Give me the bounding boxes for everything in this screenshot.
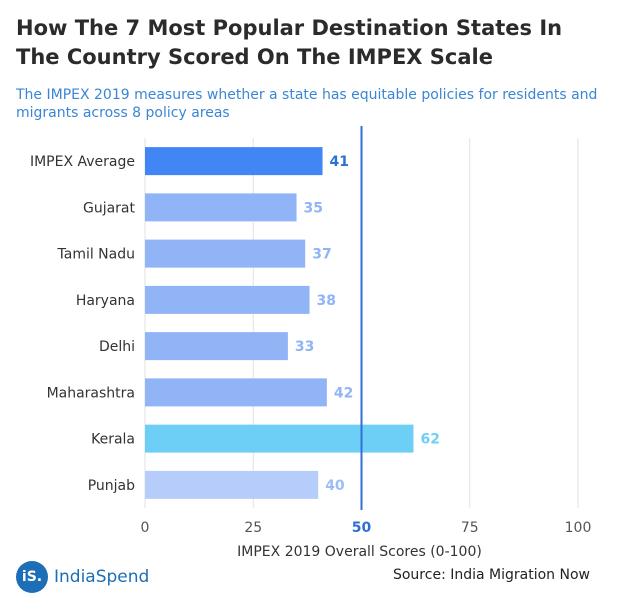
logo-mark-icon: iS.: [16, 561, 48, 593]
value-label: 40: [325, 478, 345, 494]
bar-kerala: [145, 424, 414, 453]
bar-maharashtra: [145, 378, 327, 407]
bar-punjab: [145, 470, 319, 499]
bar-tamil-nadu: [145, 239, 306, 268]
bar-gujarat: [145, 193, 297, 222]
x-tick-label: 25: [244, 520, 262, 536]
chart-subtitle: The IMPEX 2019 measures whether a state …: [16, 87, 598, 121]
x-tick-label: 50: [352, 520, 372, 536]
bar-haryana: [145, 285, 310, 314]
category-label: IMPEX Average: [30, 154, 135, 170]
x-tick-label: 0: [141, 520, 150, 536]
category-label: Delhi: [99, 339, 135, 355]
category-label: Gujarat: [83, 200, 136, 216]
value-label: 38: [317, 293, 336, 309]
x-axis-label: IMPEX 2019 Overall Scores (0-100): [237, 544, 482, 560]
x-tick-label: 100: [565, 520, 592, 536]
source-note: Source: India Migration Now: [392, 567, 590, 583]
logo-text: IndiaSpend: [54, 567, 150, 587]
bar-delhi: [145, 332, 288, 361]
value-label: 33: [295, 339, 314, 355]
bar-impex-average: [145, 147, 323, 176]
category-label: Kerala: [91, 432, 135, 448]
category-label: Haryana: [76, 293, 135, 309]
x-tick-label: 75: [461, 520, 479, 536]
bar-chart: IMPEX Average 41 Gujarat 35 Tamil Nadu 37 Hary…: [30, 126, 592, 560]
category-label: Punjab: [88, 478, 135, 494]
value-label: 62: [420, 432, 439, 448]
chart-title: How The 7 Most Popular Destination State…: [16, 16, 563, 69]
value-label: 37: [312, 247, 331, 263]
indiaspend-logo: iS. IndiaSpend: [16, 560, 149, 594]
category-label: Maharashtra: [47, 385, 135, 401]
value-label: 42: [334, 385, 353, 401]
value-label: 41: [330, 154, 349, 170]
category-label: Tamil Nadu: [57, 247, 136, 263]
value-label: 35: [304, 200, 323, 216]
